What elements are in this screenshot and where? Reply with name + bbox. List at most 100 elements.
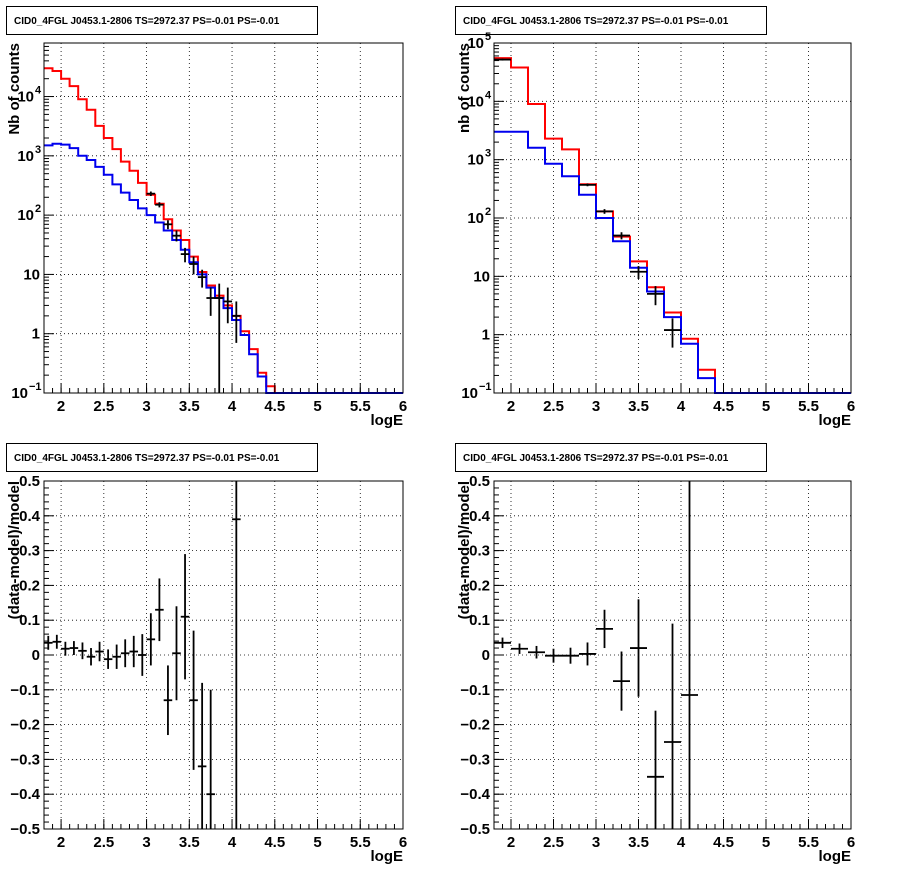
data-point <box>206 287 215 316</box>
data-point <box>681 481 698 829</box>
chart-title: CID0_4FGL J0453.1-2806 TS=2972.37 PS=-0.… <box>463 453 729 464</box>
x-axis-label: logE <box>819 412 852 429</box>
y-tick-exponent: 5 <box>485 31 491 43</box>
data-point <box>112 644 121 669</box>
series-2-histogram <box>494 130 851 394</box>
data-point <box>223 287 233 324</box>
series-1-histogram <box>44 67 403 394</box>
y-tick-label: 0.5 <box>469 473 490 490</box>
x-tick-label: 6 <box>847 398 855 415</box>
data-point <box>579 183 596 187</box>
x-tick-label: 4 <box>228 834 237 851</box>
data-point <box>562 647 579 664</box>
x-tick-label: 4.5 <box>264 398 285 415</box>
y-tick-exponent: −1 <box>29 381 42 393</box>
x-tick-label: 2 <box>57 398 65 415</box>
data-point <box>613 651 630 711</box>
data-point <box>155 202 164 208</box>
y-tick-label: −0.5 <box>460 821 490 838</box>
plot-frame <box>43 42 404 394</box>
data-point <box>189 630 198 770</box>
title-box <box>6 6 318 35</box>
y-tick-label: 10 <box>17 89 34 106</box>
y-tick-label: 0 <box>32 647 40 664</box>
title-box <box>6 443 318 472</box>
chart-title: CID0_4FGL J0453.1-2806 TS=2972.37 PS=-0.… <box>14 16 280 27</box>
y-tick-label: −0.3 <box>460 751 490 768</box>
x-axis-label: logE <box>819 848 852 865</box>
y-tick-exponent: 4 <box>485 89 492 101</box>
data-point <box>647 710 664 829</box>
x-tick-label: 5.5 <box>350 398 371 415</box>
y-tick-label: −0.5 <box>10 821 40 838</box>
plot-frame <box>43 480 404 830</box>
x-axis-label: logE <box>371 412 404 429</box>
y-tick-exponent: 2 <box>485 206 491 218</box>
y-tick-label: 10 <box>23 266 40 283</box>
y-tick-label: −0.4 <box>10 786 40 803</box>
data-point <box>146 613 156 666</box>
data-point <box>494 637 511 649</box>
data-point <box>180 554 190 680</box>
y-tick-exponent: 3 <box>485 148 491 160</box>
x-tick-label: 3 <box>592 398 600 415</box>
data-point <box>146 191 156 197</box>
x-tick-label: 2.5 <box>543 398 564 415</box>
chart-panel-2: CID0_4FGL J0453.1-2806 TS=2972.37 PS=-0.… <box>455 6 855 429</box>
data-point <box>630 266 647 280</box>
series-3-data-points <box>494 58 681 348</box>
x-tick-label: 2 <box>507 398 515 415</box>
x-tick-label: 2 <box>507 834 515 851</box>
x-tick-label: 3.5 <box>179 398 200 415</box>
y-tick-label: 10 <box>17 148 34 165</box>
data-point <box>664 318 681 348</box>
x-tick-label: 3 <box>142 398 150 415</box>
x-tick-label: 2.5 <box>543 834 564 851</box>
x-tick-label: 6 <box>847 834 855 851</box>
data-point <box>214 283 224 393</box>
y-tick-label: −0.1 <box>460 682 490 699</box>
y-tick-label: 10 <box>467 35 484 52</box>
x-axis-label: logE <box>371 848 404 865</box>
y-tick-label: 0.3 <box>19 543 40 560</box>
data-point <box>163 665 173 736</box>
x-tick-label: 6 <box>399 834 407 851</box>
title-box <box>455 6 767 35</box>
x-tick-label: 2 <box>57 834 65 851</box>
data-point <box>163 220 173 230</box>
data-point <box>664 623 681 829</box>
y-tick-label: −0.1 <box>10 682 40 699</box>
data-point <box>69 641 79 655</box>
x-tick-label: 5.5 <box>798 834 819 851</box>
series-2-histogram <box>44 142 403 394</box>
data-point <box>172 230 181 242</box>
x-tick-label: 2.5 <box>93 834 114 851</box>
data-point <box>579 642 596 666</box>
data-point <box>172 606 181 701</box>
y-tick-exponent: 3 <box>35 144 41 156</box>
data-point <box>180 247 190 263</box>
chart-title: CID0_4FGL J0453.1-2806 TS=2972.37 PS=-0.… <box>463 16 729 27</box>
y-tick-label: 10 <box>17 207 34 224</box>
y-tick-label: 1 <box>482 327 490 344</box>
x-tick-label: 3 <box>592 834 600 851</box>
y-tick-label: 10 <box>467 210 484 227</box>
data-point <box>103 649 113 669</box>
y-axis: −0.5 −0.4 −0.3 −0.2 −0.1 0 0.1 0.2 0.3 0.4 0.5(dat… <box>456 473 504 838</box>
x-tick-label: 4.5 <box>713 834 734 851</box>
y-tick-label: 0.1 <box>469 612 490 629</box>
y-tick-label: 10 <box>467 93 484 110</box>
y-tick-label: 0.2 <box>19 577 40 594</box>
data-point <box>95 641 104 662</box>
x-tick-label: 3.5 <box>628 834 649 851</box>
y-tick-label: 10 <box>461 385 478 402</box>
data-point <box>138 634 147 676</box>
x-tick-label: 5 <box>313 398 321 415</box>
data-point <box>155 578 164 642</box>
